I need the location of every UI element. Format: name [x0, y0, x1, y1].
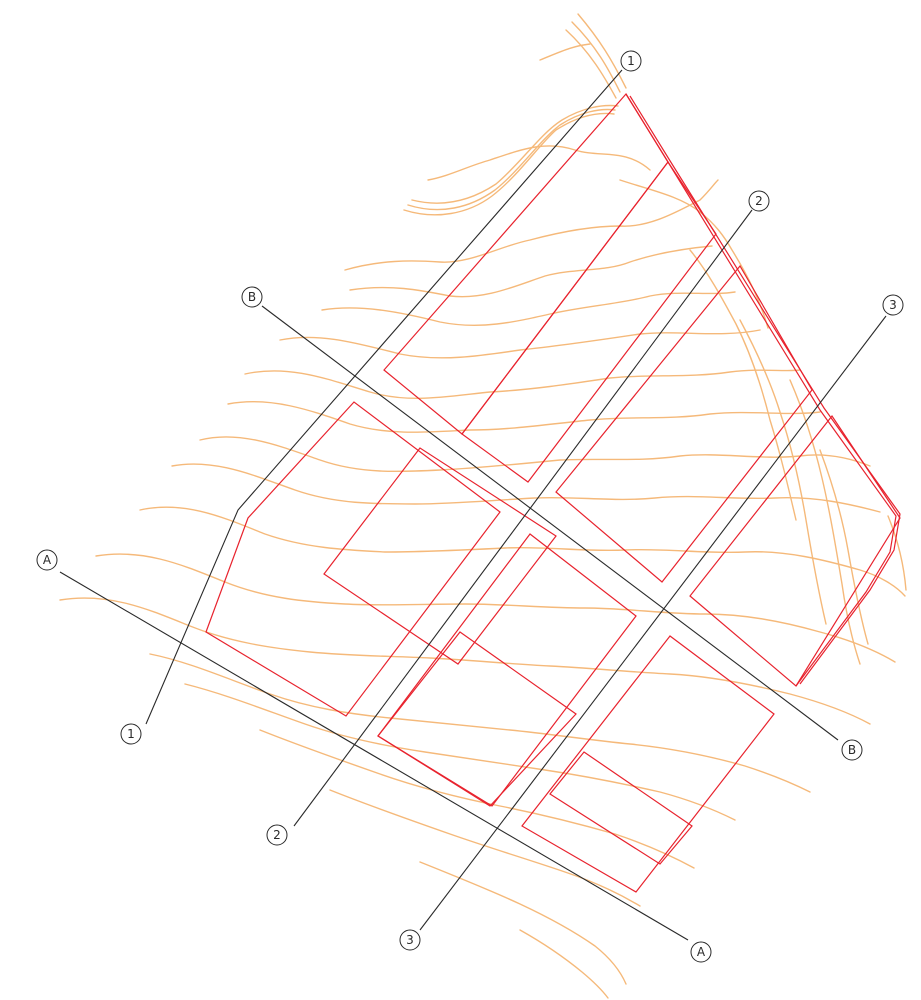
- contour-line: [427, 145, 651, 181]
- site-boundary: [629, 95, 901, 685]
- contour-line: [329, 789, 641, 907]
- contour-line: [279, 329, 761, 359]
- contour-line: [577, 13, 627, 89]
- grid-bubbles: 1 1 2 2 3 3 A A: [36, 50, 904, 963]
- grid-label-2: 2: [273, 828, 281, 842]
- contour-line: [689, 249, 797, 521]
- contour-line: [139, 506, 906, 597]
- grid-label-2: 2: [755, 194, 763, 208]
- contour-line: [259, 729, 695, 869]
- contour-line: [227, 401, 821, 433]
- gridline-1: [145, 69, 623, 725]
- contour-line: [819, 449, 869, 645]
- grid-label-a: A: [43, 553, 52, 567]
- contour-line: [539, 43, 591, 61]
- grid-bubble-2-top[interactable]: 2: [748, 190, 770, 212]
- contour-line: [344, 179, 719, 271]
- grid-label-3: 3: [406, 933, 414, 947]
- grid-label-1: 1: [127, 727, 135, 741]
- contour-line: [739, 319, 827, 625]
- grid-bubble-3-top[interactable]: 3: [882, 294, 904, 316]
- building-footprint-north-4: [689, 414, 901, 687]
- building-footprint-west-1: [205, 401, 501, 717]
- contour-line: [411, 104, 619, 204]
- contour-line: [149, 653, 811, 793]
- gridline-3: [419, 315, 887, 931]
- building-footprint-north-2: [461, 160, 717, 483]
- grid-label-b: B: [848, 743, 856, 757]
- contour-line: [419, 861, 627, 985]
- contour-line: [789, 379, 861, 665]
- contour-line: [403, 112, 615, 216]
- grid-bubble-a-right[interactable]: A: [690, 941, 712, 963]
- contour-line: [349, 245, 713, 298]
- building-footprint-south-1: [521, 635, 775, 893]
- contour-line: [407, 108, 616, 211]
- contour-lines: [59, 13, 907, 999]
- contour-line: [321, 291, 736, 326]
- grid-bubble-3-bottom[interactable]: 3: [399, 929, 421, 951]
- contour-line: [519, 929, 609, 999]
- contour-line: [95, 553, 896, 663]
- gridline-2: [293, 209, 753, 827]
- contour-line: [571, 21, 621, 93]
- building-footprint-center-2: [377, 631, 577, 807]
- building-footprint-center-1: [377, 533, 637, 807]
- building-footprint-west-2: [323, 447, 557, 665]
- contour-line: [59, 597, 871, 725]
- grid-bubble-b-right[interactable]: B: [841, 739, 863, 761]
- contour-line: [199, 436, 871, 473]
- grid-label-a: A: [697, 945, 706, 959]
- grid-bubble-2-bottom[interactable]: 2: [266, 824, 288, 846]
- grid-label-1: 1: [627, 54, 635, 68]
- contour-line: [565, 29, 617, 99]
- building-footprints: [205, 92, 901, 893]
- contour-line: [184, 683, 736, 821]
- building-footprint-south-2: [549, 751, 693, 865]
- grid-bubble-b-left[interactable]: B: [241, 286, 263, 308]
- gridline-b: [261, 305, 839, 741]
- grid-bubble-1-bottom[interactable]: 1: [120, 723, 142, 745]
- grid-label-b: B: [248, 290, 256, 304]
- gridline-a: [59, 571, 689, 941]
- grid-label-3: 3: [889, 298, 897, 312]
- grid-bubble-a-left[interactable]: A: [36, 549, 58, 571]
- contour-line: [171, 463, 881, 513]
- building-footprint-north-3: [555, 264, 813, 583]
- contour-line: [887, 515, 907, 591]
- contour-line: [244, 369, 801, 400]
- grid-bubble-1-top[interactable]: 1: [620, 50, 642, 72]
- structural-gridlines: [59, 69, 887, 941]
